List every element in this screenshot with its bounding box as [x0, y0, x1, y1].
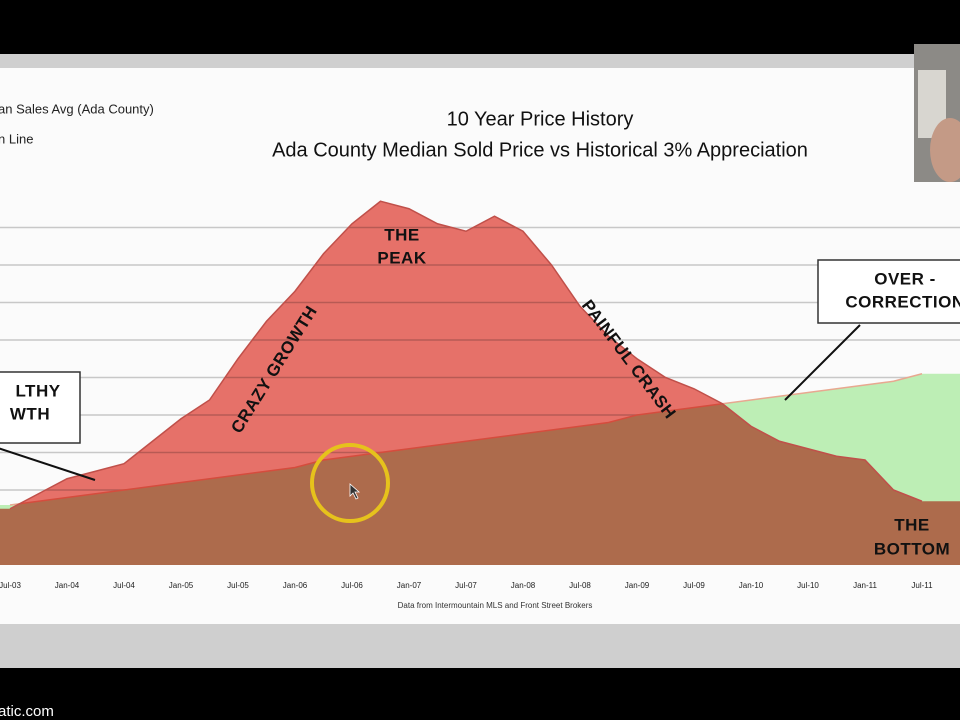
x-tick-label: Jul-08 — [569, 581, 591, 590]
series-line — [9, 200, 923, 510]
cursor — [349, 483, 361, 500]
webcam — [914, 44, 960, 182]
annotation: THE — [384, 225, 420, 244]
annotation: OVER - — [874, 269, 936, 288]
arrow — [784, 324, 861, 401]
x-tick-label: Jul-11 — [911, 581, 933, 590]
x-tick-label: Jul-03 — [0, 581, 21, 590]
x-tick-label: Jan-05 — [169, 581, 194, 590]
chart-title: 10 Year Price History — [447, 108, 634, 130]
webcam-person — [930, 118, 960, 182]
x-tick-label: Jul-05 — [227, 581, 249, 590]
site-url: atic.com — [0, 703, 54, 720]
annotation: WTH — [10, 404, 50, 423]
legend-entry: n Line — [0, 131, 33, 146]
plot: Jul-03 Jan-04 Jul-04 Jan-05 Jul-05 Jan-06 Jul-… — [0, 200, 960, 590]
x-tick-label: Jan-09 — [625, 581, 650, 590]
x-tick-label: Jan-06 — [283, 581, 308, 590]
callout-box — [0, 371, 81, 444]
annotation: PEAK — [377, 248, 426, 267]
annotation: CORRECTION — [845, 292, 960, 311]
annotation: THE — [894, 515, 930, 534]
callout-box — [817, 259, 960, 324]
x-tick-label: Jan-04 — [55, 581, 80, 590]
x-tick-label: Jan-07 — [397, 581, 422, 590]
x-tick-label: Jul-07 — [455, 581, 477, 590]
x-tick-label: Jan-08 — [511, 581, 536, 590]
arrow — [0, 447, 96, 481]
cursor-highlight — [310, 443, 390, 523]
legend-entry: an Sales Avg (Ada County) — [0, 101, 154, 116]
chart-subtitle: Ada County Median Sold Price vs Historic… — [272, 139, 808, 161]
annotation: LTHY — [15, 381, 60, 400]
area-fill — [0, 201, 960, 565]
x-tick-label: Jul-06 — [341, 581, 363, 590]
x-tick-label: Jan-10 — [739, 581, 764, 590]
x-tick-label: Jul-09 — [683, 581, 705, 590]
x-tick-label: Jan-11 — [853, 581, 877, 590]
annotation: BOTTOM — [874, 539, 950, 558]
x-tick-label: Jul-04 — [113, 581, 135, 590]
source-note: Data from Intermountain MLS and Front St… — [398, 601, 593, 610]
x-tick-label: Jul-10 — [797, 581, 819, 590]
